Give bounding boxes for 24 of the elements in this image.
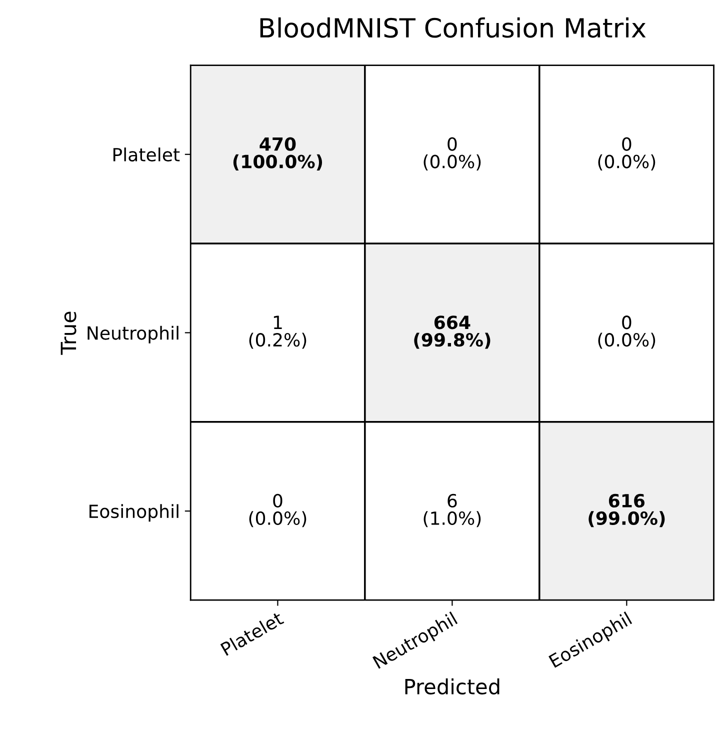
- y-axis-title: True: [60, 312, 76, 355]
- annotation: (99.8%): [414, 332, 490, 349]
- annotation: (1.0%): [424, 511, 481, 528]
- annotation: (99.0%): [588, 511, 665, 528]
- data-label: 470: [260, 137, 296, 151]
- y-tick-label: Eosinophil: [90, 504, 178, 522]
- x-axis-title: Predicted: [405, 678, 500, 695]
- y-tick-label: Platelet: [113, 148, 180, 162]
- annotation: (0.2%): [249, 332, 306, 349]
- annotation: (0.0%): [598, 332, 656, 349]
- annotation: (0.0%): [249, 511, 306, 528]
- annotation: (0.0%): [424, 154, 481, 170]
- annotation: (0.0%): [598, 154, 656, 170]
- data-label: 616: [608, 494, 645, 508]
- data-label: 0: [622, 137, 632, 151]
- data-label: 0: [622, 316, 632, 330]
- data-label: 0: [273, 494, 282, 508]
- data-label: 1: [274, 316, 282, 329]
- chart-title: BloodMNIST Confusion Matrix: [260, 17, 646, 38]
- data-label: 664: [434, 316, 470, 330]
- y-tick-label: Neutrophil: [88, 326, 178, 344]
- data-label: 6: [448, 494, 457, 508]
- annotation: (100.0%): [233, 154, 322, 170]
- data-label: 0: [448, 137, 457, 151]
